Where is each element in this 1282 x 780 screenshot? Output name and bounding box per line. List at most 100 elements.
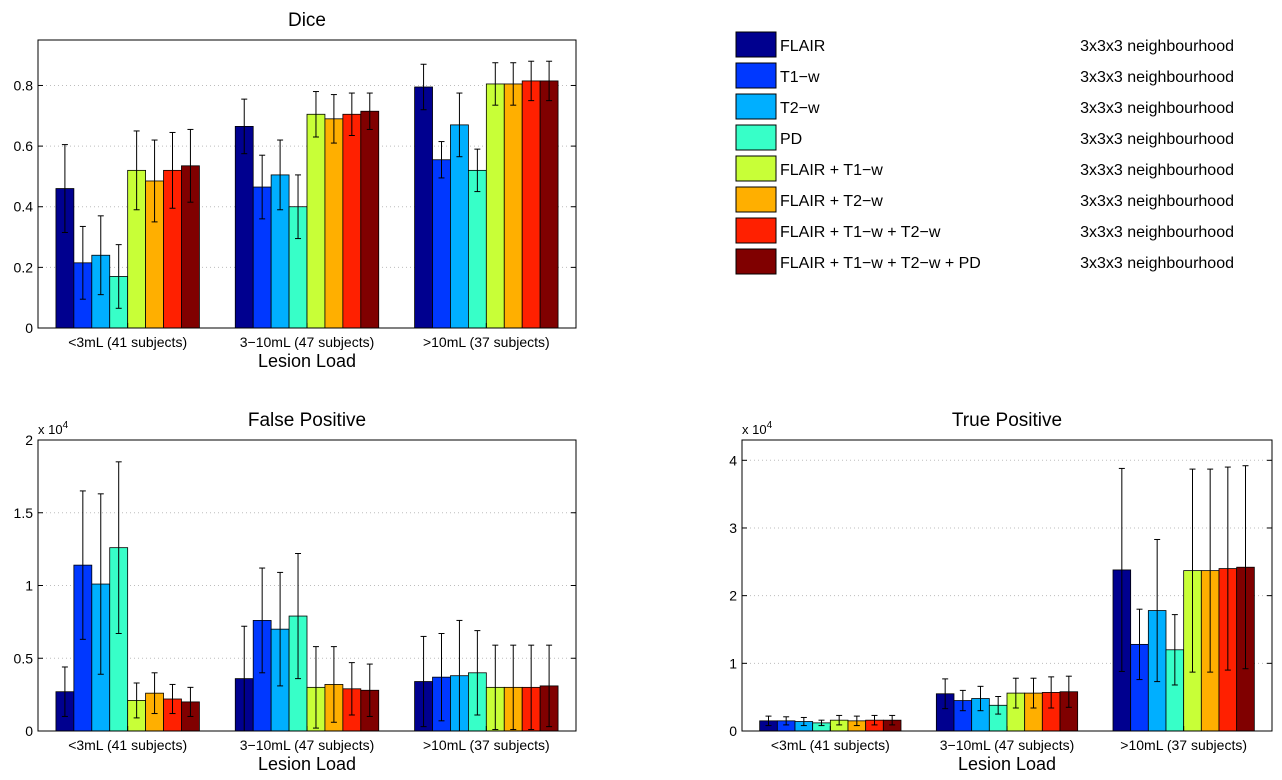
bar-dice-s5-c2 — [503, 83, 523, 329]
error-bar — [1242, 465, 1249, 670]
error-bar — [492, 62, 499, 106]
error-bar — [783, 716, 790, 726]
error-bar — [79, 490, 86, 640]
error-bar — [259, 154, 266, 220]
error-bar — [97, 493, 104, 675]
y-tick-label: 0.2 — [14, 259, 34, 275]
error-bar — [1065, 675, 1072, 708]
error-bar — [836, 714, 843, 726]
legend-box — [725, 23, 1247, 283]
legend-note: 3x3x3 neighbourhood — [1080, 38, 1234, 55]
error-bar — [187, 128, 194, 203]
error-bar — [1048, 676, 1055, 709]
y-tick-label: 0.5 — [14, 650, 34, 666]
x-tick-label: 3−10mL (47 subjects) — [240, 334, 375, 350]
error-bar — [1189, 468, 1196, 673]
legend-item: FLAIR + T2−w 3x3x3 neighbourhood — [735, 186, 1234, 213]
error-bar — [330, 94, 337, 144]
error-bar — [115, 244, 122, 309]
error-bar — [995, 695, 1002, 715]
error-bar — [474, 630, 481, 716]
error-bar — [348, 662, 355, 716]
error-bar — [818, 719, 825, 727]
legend-label: T1−w — [780, 69, 820, 86]
chart-title: False Positive — [248, 410, 366, 431]
error-bar — [456, 92, 463, 158]
error-bar — [312, 646, 319, 729]
legend: FLAIR 3x3x3 neighbourhood T1−w 3x3x3 neighb… — [725, 23, 1247, 283]
legend-label: T2−w — [780, 100, 820, 117]
axes-box — [37, 39, 577, 329]
error-bar — [1154, 538, 1161, 683]
error-bar — [438, 141, 445, 179]
legend-swatch — [735, 248, 777, 275]
legend-note: 3x3x3 neighbourhood — [1080, 162, 1234, 179]
error-bar — [133, 682, 140, 719]
legend-note: 3x3x3 neighbourhood — [1080, 100, 1234, 117]
legend-swatch — [735, 62, 777, 89]
y-tick-label: 3 — [729, 520, 737, 536]
bar-dice-s3-c2 — [467, 169, 487, 329]
y-tick-label: 0.8 — [14, 77, 34, 93]
x-tick-label: >10mL (37 subjects) — [423, 334, 550, 350]
error-bar — [79, 225, 86, 300]
error-bar — [474, 148, 481, 193]
error-bar — [241, 98, 248, 155]
legend-label: PD — [780, 131, 802, 148]
bar-dice-s4-c1 — [306, 113, 326, 329]
error-bar — [61, 666, 68, 717]
bar-dice-s7-c1 — [360, 110, 380, 329]
x-tick-label: >10mL (37 subjects) — [423, 737, 550, 753]
error-bar — [871, 714, 878, 726]
bar-dice-s5-c1 — [324, 118, 344, 329]
x-tick-label: >10mL (37 subjects) — [1120, 737, 1247, 753]
legend-note: 3x3x3 neighbourhood — [1080, 193, 1234, 210]
legend-item: T1−w 3x3x3 neighbourhood — [735, 62, 1234, 89]
error-bar — [977, 685, 984, 712]
error-bar — [420, 63, 427, 111]
error-bar — [1224, 466, 1231, 671]
error-bar — [1030, 677, 1037, 709]
legend-item: PD 3x3x3 neighbourhood — [735, 124, 1234, 151]
error-bar — [420, 635, 427, 728]
error-bar — [97, 215, 104, 296]
error-bar — [889, 714, 896, 726]
y-axis-exponent: x 104 — [38, 420, 69, 437]
y-tick-label: 0.6 — [14, 138, 34, 154]
error-bar — [277, 571, 284, 687]
error-bar — [546, 644, 553, 728]
error-bar — [169, 683, 176, 715]
error-bar — [295, 552, 302, 680]
bar-dice-s6-c2 — [521, 80, 541, 329]
legend-item: FLAIR + T1−w + T2−w + PD 3x3x3 neighbourh… — [735, 248, 1234, 275]
y-tick-label: 1.5 — [14, 505, 34, 521]
error-bar — [1012, 677, 1019, 709]
error-bar — [510, 644, 517, 731]
error-bar — [348, 92, 355, 136]
error-bar — [546, 60, 553, 102]
legend-item: FLAIR 3x3x3 neighbourhood — [735, 31, 1234, 58]
bar-dice-s0-c2 — [414, 86, 433, 329]
axes-box — [741, 439, 1273, 732]
legend-swatch — [735, 31, 777, 58]
x-tick-label: <3mL (41 subjects) — [68, 737, 187, 753]
error-bar — [295, 174, 302, 240]
error-bar — [853, 715, 860, 727]
y-tick-label: 2 — [25, 432, 33, 448]
dice-chart: 0 0.2 0.4 0.6 0.8 <3mL (41 subjects) 3−10mL (4… — [14, 10, 577, 371]
error-bar — [312, 91, 319, 138]
error-bar — [1171, 614, 1178, 686]
error-bar — [1118, 467, 1125, 672]
error-bar — [151, 139, 158, 223]
chart-title: True Positive — [952, 410, 1062, 431]
y-tick-label: 1 — [25, 578, 33, 594]
x-tick-label: <3mL (41 subjects) — [771, 737, 890, 753]
legend-swatch — [735, 186, 777, 213]
error-bar — [115, 461, 122, 635]
error-bar — [800, 716, 807, 727]
error-bar — [1207, 468, 1214, 673]
y-tick-label: 0 — [25, 320, 33, 336]
x-tick-label: 3−10mL (47 subjects) — [940, 737, 1075, 753]
legend-item: FLAIR + T1−w + T2−w 3x3x3 neighbourhood — [735, 217, 1234, 244]
error-bar — [187, 686, 194, 717]
